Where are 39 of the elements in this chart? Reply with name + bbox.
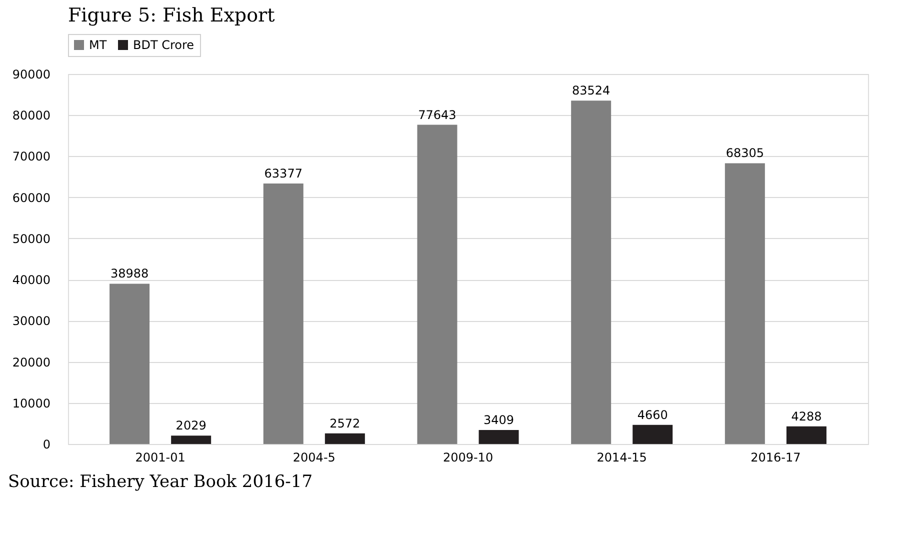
data-label: 68305 [726, 146, 764, 160]
y-tick-label: 70000 [12, 150, 50, 164]
data-label: 63377 [264, 166, 302, 180]
x-tick-label: 2001-01 [135, 450, 186, 464]
bar [263, 183, 304, 444]
data-label: 3409 [483, 412, 514, 427]
x-tick-label: 2014-15 [596, 450, 647, 464]
source-note: Source: Fishery Year Book 2016-17 [8, 472, 313, 492]
data-label: 2029 [176, 418, 206, 433]
y-tick-label: 60000 [12, 190, 50, 205]
y-tick-label: 90000 [12, 68, 50, 82]
bar [571, 100, 612, 444]
y-tick-label: 50000 [12, 232, 50, 246]
x-tick-label: 2004-5 [292, 450, 336, 464]
data-label: 38988 [110, 266, 149, 281]
data-label: 4288 [791, 409, 822, 424]
bar [110, 284, 150, 444]
bar [478, 430, 519, 444]
y-tick-label: 20000 [12, 355, 50, 370]
data-label: 4660 [637, 408, 668, 422]
bar [324, 433, 365, 444]
bar [724, 163, 765, 444]
legend-label: MT [89, 38, 108, 52]
y-tick-label: 30000 [12, 314, 50, 328]
y-tick-label: 10000 [12, 396, 50, 410]
data-label: 83524 [572, 84, 610, 98]
y-tick-label: 40000 [12, 273, 50, 288]
y-tick-label: 0 [42, 438, 50, 452]
y-tick-label: 80000 [12, 108, 50, 123]
data-label: 77643 [418, 108, 456, 122]
legend-label: BDT Crore [133, 38, 194, 52]
chart-title: Figure 5: Fish Export [68, 4, 276, 26]
bar [632, 424, 673, 444]
data-label: 2572 [330, 416, 360, 430]
bar [417, 124, 458, 444]
bar [171, 436, 212, 444]
x-tick-label: 2016-17 [750, 450, 801, 464]
bar [786, 426, 826, 444]
x-tick-label: 2009-10 [442, 450, 494, 464]
